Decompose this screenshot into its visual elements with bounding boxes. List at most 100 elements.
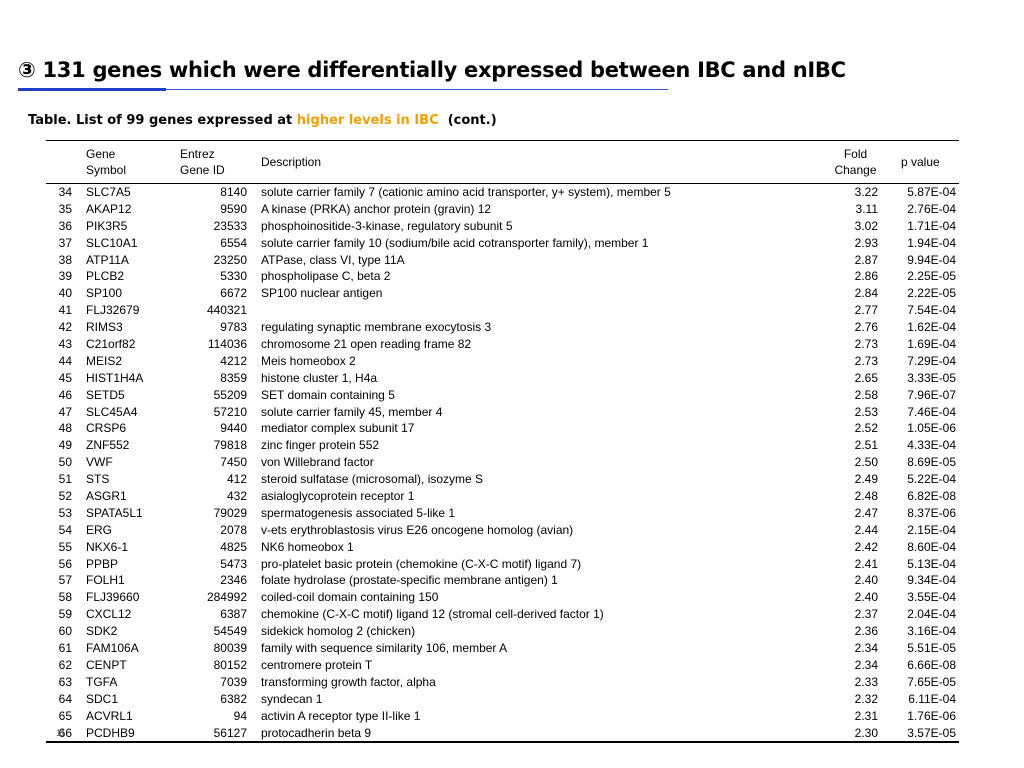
header-gene-symbol-line1: Gene [86, 147, 116, 161]
p-value-cell: 6.82E-08 [907, 489, 956, 504]
entrez-id-cell: 80152 [213, 657, 247, 672]
entrez-id-cell: 6387 [220, 607, 247, 622]
fold-change-cell: 2.30 [854, 725, 878, 740]
header-description: Description [261, 155, 322, 169]
row-number: 53 [58, 505, 72, 520]
table-row: 49 ZNF552 79818 zinc finger protein 552 2.51… [46, 437, 959, 454]
gene-symbol-cell: FLJ32679 [86, 303, 140, 318]
p-value-cell: 1.76E-06 [907, 708, 956, 723]
page-number: 11 [56, 728, 66, 738]
row-number: 64 [58, 691, 72, 706]
fold-change-cell: 2.93 [854, 235, 878, 250]
row-number: 52 [58, 489, 72, 504]
fold-change-cell: 2.34 [854, 641, 878, 656]
p-value-cell: 8.60E-04 [907, 539, 956, 554]
gene-symbol-cell: TGFA [86, 674, 118, 689]
header-entrez-id: Entrez Gene ID [180, 146, 225, 178]
table-row: 45 HIST1H4A 8359 histone cluster 1, H4a 2.65… [46, 370, 959, 387]
row-number: 42 [58, 320, 72, 335]
gene-symbol-cell: ASGR1 [86, 489, 127, 504]
p-value-cell: 2.22E-05 [907, 286, 956, 301]
gene-symbol-cell: RIMS3 [86, 320, 123, 335]
p-value-cell: 2.25E-05 [907, 269, 956, 284]
description-cell: protocadherin beta 9 [261, 725, 372, 740]
row-number: 34 [58, 185, 72, 199]
fold-change-cell: 2.53 [854, 404, 878, 419]
fold-change-cell: 2.31 [854, 708, 878, 723]
row-number: 50 [58, 455, 72, 470]
gene-symbol-cell: SLC45A4 [86, 404, 138, 419]
entrez-id-cell: 55209 [213, 387, 247, 402]
gene-symbol-cell: SDC1 [86, 691, 119, 706]
p-value-cell: 8.69E-05 [907, 455, 956, 470]
table-row: 50 VWF 7450 von Willebrand factor 2.50 8.69E-… [46, 454, 959, 471]
table-row: 43 C21orf82 114036 chromosome 21 open readi… [46, 336, 959, 353]
gene-symbol-cell: ACVRL1 [86, 708, 133, 723]
table-top-rule [46, 140, 959, 141]
entrez-id-cell: 5473 [220, 556, 247, 571]
row-number: 40 [58, 286, 72, 301]
p-value-cell: 1.05E-06 [907, 421, 956, 436]
gene-symbol-cell: SLC10A1 [86, 235, 138, 250]
caption-text: Table. List of 99 genes expressed at [28, 113, 297, 128]
row-number: 54 [58, 522, 72, 537]
description-cell: activin A receptor type II-like 1 [261, 708, 421, 723]
description-cell: sidekick homolog 2 (chicken) [261, 624, 416, 639]
row-number: 37 [58, 235, 72, 250]
entrez-id-cell: 23533 [213, 218, 247, 233]
table-row: 48 CRSP6 9440 mediator complex subunit 17 2.… [46, 420, 959, 437]
gene-symbol-cell: SDK2 [86, 624, 118, 639]
table-row: 62 CENPT 80152 centromere protein T 2.34 6.66… [46, 657, 959, 674]
entrez-id-cell: 80039 [213, 641, 247, 656]
fold-change-cell: 2.37 [854, 607, 878, 622]
fold-change-cell: 2.41 [854, 556, 878, 571]
gene-symbol-cell: PCDHB9 [86, 725, 135, 740]
table-row: 44 MEIS2 4212 Meis homeobox 2 2.73 7.29E-04 [46, 353, 959, 370]
table-row: 37 SLC10A1 6554 solute carrier family 10 (s… [46, 235, 959, 252]
entrez-id-cell: 8359 [220, 370, 247, 385]
gene-symbol-cell: SETD5 [86, 387, 125, 402]
description-cell: v-ets erythroblastosis virus E26 oncogen… [261, 522, 574, 537]
p-value-cell: 7.46E-04 [907, 404, 956, 419]
row-number: 61 [58, 641, 72, 656]
description-cell: A kinase (PRKA) anchor protein (gravin) … [261, 201, 492, 216]
fold-change-cell: 2.87 [854, 252, 878, 267]
fold-change-cell: 2.33 [854, 674, 878, 689]
table-row: 66 PCDHB9 56127 protocadherin beta 9 2.30 3.5… [46, 725, 959, 742]
description-cell: phosphoinositide-3-kinase, regulatory su… [261, 218, 513, 233]
description-cell: solute carrier family 10 (sodium/bile ac… [261, 235, 649, 250]
p-value-cell: 3.55E-04 [907, 590, 956, 605]
description-cell: phospholipase C, beta 2 [261, 269, 391, 284]
description-cell: histone cluster 1, H4a [261, 370, 378, 385]
entrez-id-cell: 4212 [220, 353, 247, 368]
fold-change-cell: 2.51 [854, 438, 878, 453]
table-row: 54 ERG 2078 v-ets erythroblastosis virus E2… [46, 522, 959, 539]
row-number: 57 [58, 573, 72, 588]
table-row: 53 SPATA5L1 79029 spermatogenesis associate… [46, 505, 959, 522]
row-number: 44 [58, 353, 72, 368]
p-value-cell: 9.94E-04 [907, 252, 956, 267]
description-cell: ATPase, class VI, type 11A [261, 252, 405, 267]
row-number: 63 [58, 674, 72, 689]
gene-symbol-cell: SP100 [86, 286, 123, 301]
row-number: 66 [58, 725, 72, 740]
table-row: 51 STS 412 steroid sulfatase (microsomal), … [46, 471, 959, 488]
caption-highlight: higher levels in IBC [296, 113, 439, 128]
fold-change-cell: 2.34 [854, 657, 878, 672]
row-number: 39 [58, 269, 72, 284]
table-row: 58 FLJ39660 284992 coiled-coil domain conta… [46, 589, 959, 606]
gene-symbol-cell: SPATA5L1 [86, 505, 143, 520]
description-cell: solute carrier family 7 (cationic amino … [261, 185, 671, 199]
entrez-id-cell: 9440 [220, 421, 247, 436]
entrez-id-cell: 2346 [220, 573, 247, 588]
row-number: 35 [58, 201, 72, 216]
gene-symbol-cell: CRSP6 [86, 421, 127, 436]
p-value-cell: 7.65E-05 [907, 674, 956, 689]
table-row: 65 ACVRL1 94 activin A receptor type II-lik… [46, 708, 959, 725]
p-value-cell: 5.87E-04 [907, 185, 956, 199]
description-cell: family with sequence similarity 106, mem… [261, 641, 508, 656]
table-row: 55 NKX6-1 4825 NK6 homeobox 1 2.42 8.60E-04 [46, 539, 959, 556]
row-number: 51 [58, 472, 72, 487]
table-row: 42 RIMS3 9783 regulating synaptic membrane … [46, 319, 959, 336]
header-entrez-line1: Entrez [180, 147, 215, 161]
